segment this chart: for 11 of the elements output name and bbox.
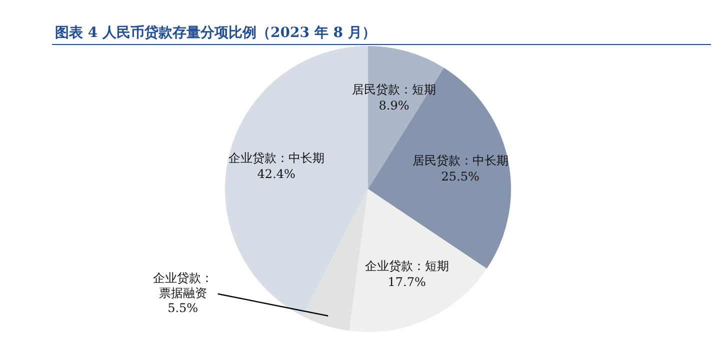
chart-title: 图表 4 人民币贷款存量分项比例（2023 年 8 月）: [55, 24, 376, 42]
data-label: 25.5%: [441, 169, 480, 184]
slice-label: 企业贷款：中长期: [228, 150, 324, 165]
slice-label: 企业贷款：票据融资: [152, 270, 213, 300]
data-label: 5.5%: [168, 300, 198, 315]
slice-label: 居民贷款：中长期: [412, 153, 508, 168]
data-label: 42.4%: [257, 166, 296, 181]
data-label: 8.9%: [378, 98, 410, 112]
data-label: 17.7%: [388, 275, 426, 290]
slice-label: 企业贷款：短期: [364, 259, 449, 274]
slice-label: 居民贷款：短期: [352, 82, 436, 96]
